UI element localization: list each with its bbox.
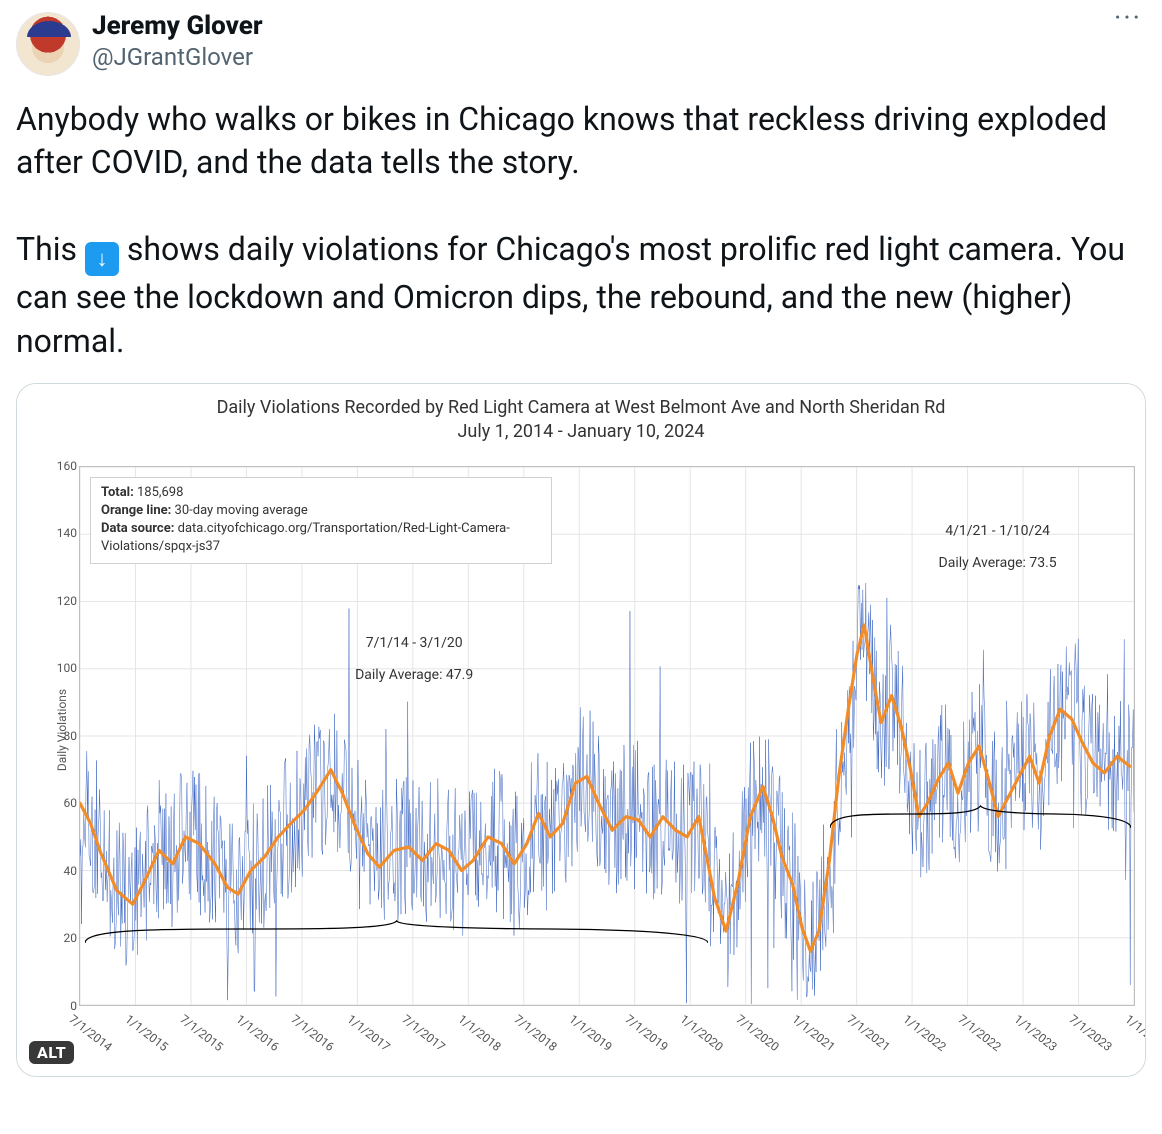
down-arrow-icon: ↓: [85, 242, 119, 276]
alt-badge[interactable]: ALT: [29, 1041, 74, 1064]
body-line2-post: shows daily violations for Chicago's mos…: [16, 230, 1133, 360]
chart-container: Daily Violations Recorded by Red Light C…: [17, 384, 1145, 1076]
body-line2-pre: This: [16, 230, 85, 268]
author-names[interactable]: Jeremy Glover @JGrantGlover: [92, 12, 263, 71]
chart-plot-area: Total: 185,698 Orange line: 30-day movin…: [79, 466, 1135, 1006]
chart-brace-period2: [830, 549, 1131, 1077]
chart-legend-box: Total: 185,698 Orange line: 30-day movin…: [90, 477, 552, 564]
media-card[interactable]: Daily Violations Recorded by Red Light C…: [16, 383, 1146, 1077]
tweet-body: Anybody who walks or bikes in Chicago kn…: [16, 98, 1146, 363]
chart-title: Daily Violations Recorded by Red Light C…: [17, 396, 1145, 445]
display-name: Jeremy Glover: [92, 12, 263, 42]
more-icon[interactable]: ···: [1110, 12, 1146, 32]
chart-brace-period1: [85, 664, 708, 1077]
avatar[interactable]: [16, 12, 80, 76]
tweet-header: Jeremy Glover @JGrantGlover ···: [16, 12, 1146, 76]
tweet: Jeremy Glover @JGrantGlover ··· Anybody …: [0, 0, 1162, 1083]
chart-y-ticks: 020406080100120140160: [47, 466, 77, 1006]
handle: @JGrantGlover: [92, 44, 263, 72]
body-line1: Anybody who walks or bikes in Chicago kn…: [16, 100, 1115, 181]
